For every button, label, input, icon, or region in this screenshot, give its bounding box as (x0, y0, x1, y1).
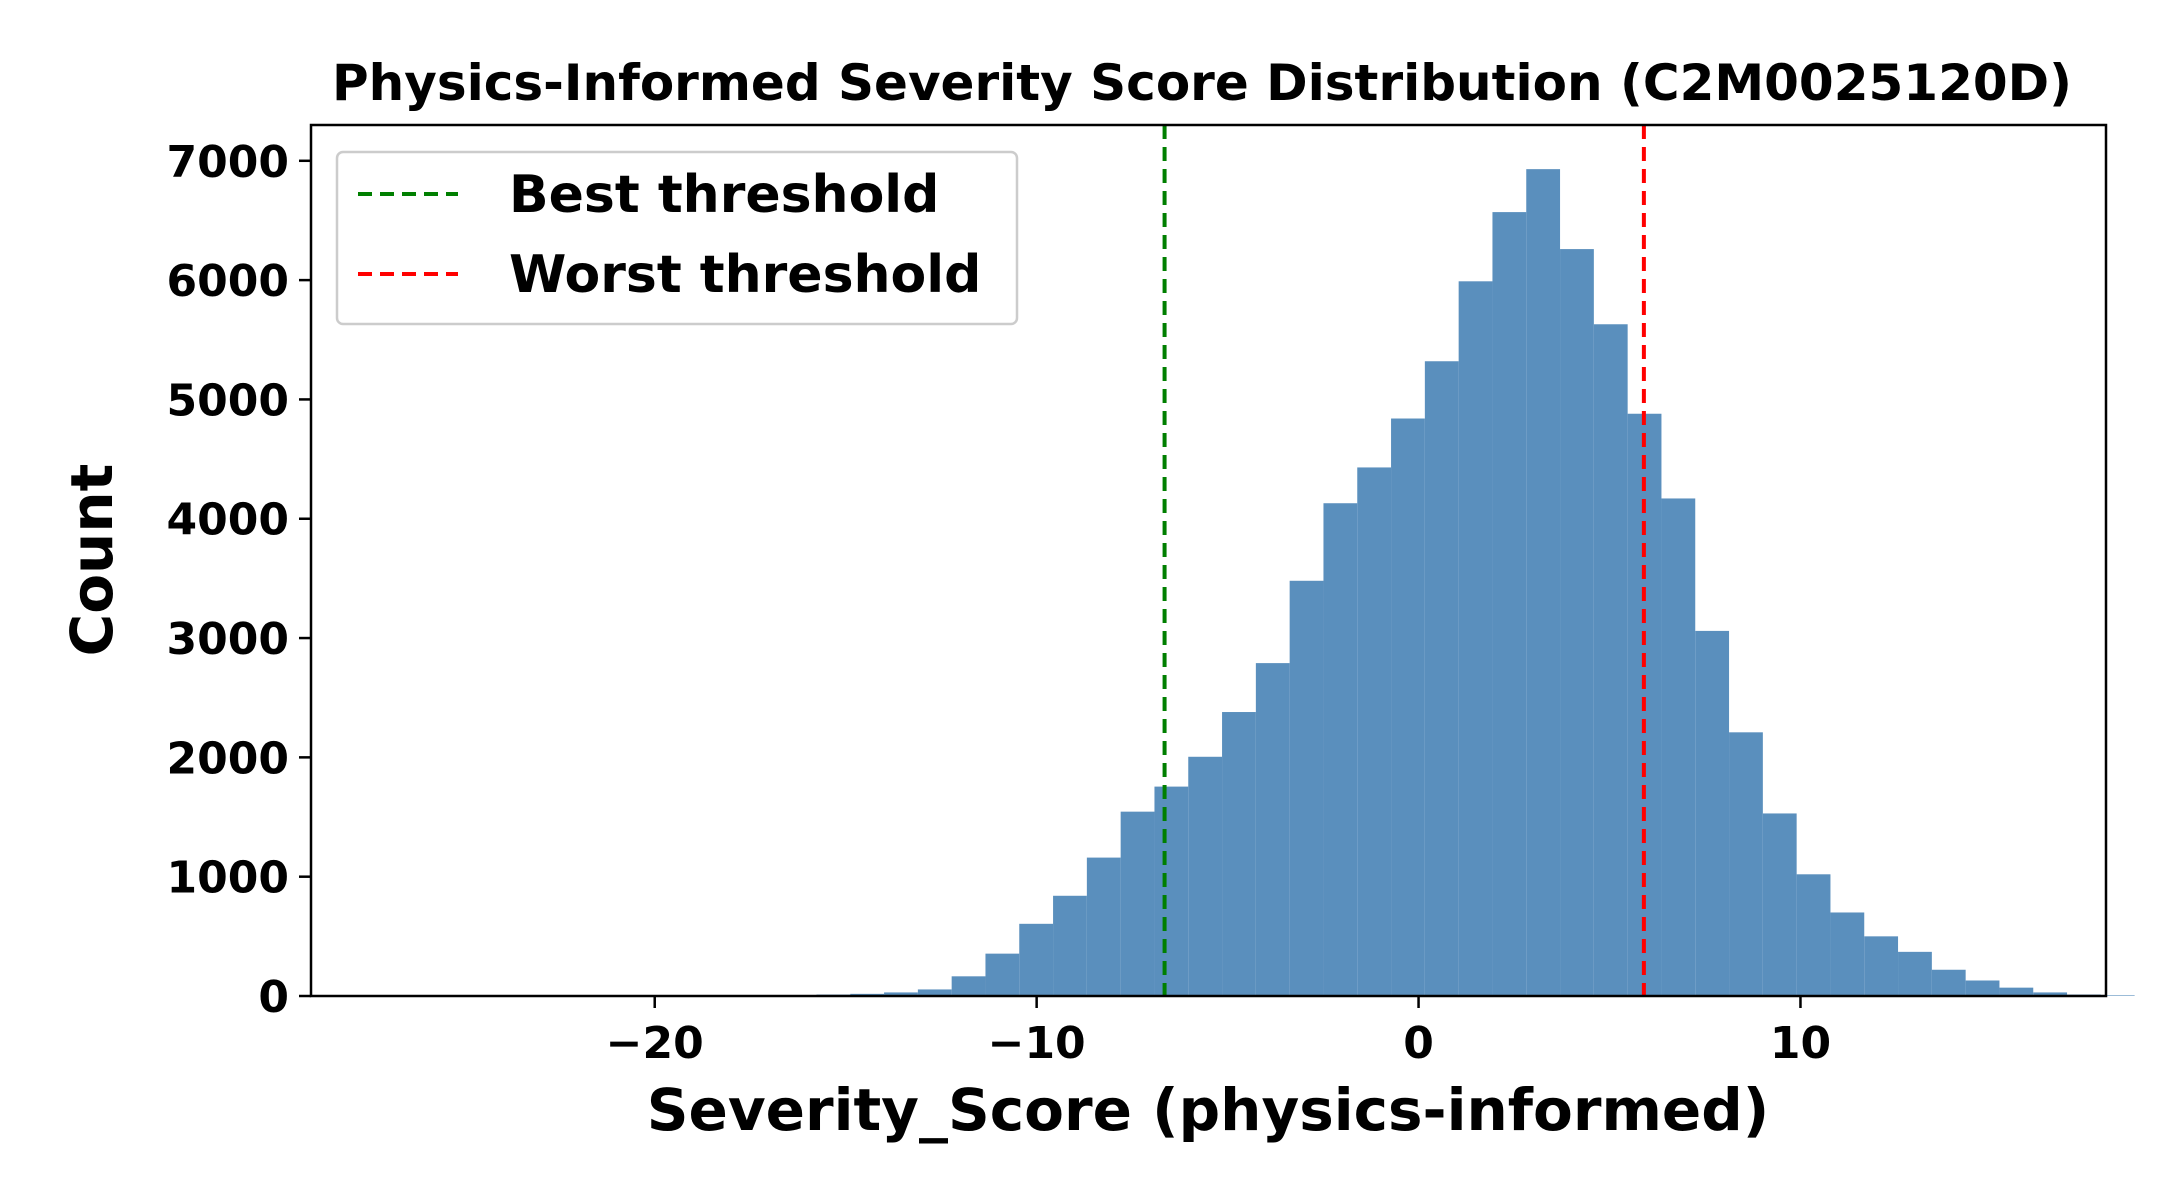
histogram-bar (1086, 857, 1121, 996)
histogram-bar (1864, 936, 1899, 996)
y-tick-label: 7000 (167, 137, 289, 188)
histogram-bar (1999, 987, 2034, 996)
histogram-bar (1526, 169, 1561, 996)
y-tick-label: 3000 (167, 614, 289, 665)
histogram-bar (1391, 418, 1425, 996)
x-axis-ticks: −20 −10 0 10 (606, 996, 1831, 1069)
histogram-bar (884, 992, 918, 996)
histogram-bar (1729, 732, 1763, 996)
histogram-bar (1289, 580, 1324, 996)
plot-frame (309, 123, 2108, 998)
histogram-bar (1323, 503, 1358, 996)
histogram-bar (917, 989, 952, 996)
histogram-bar (1830, 912, 1865, 996)
histogram-bar (1458, 281, 1493, 996)
histogram-bar (1931, 969, 1966, 996)
histogram-bar (2033, 992, 2068, 996)
histogram-bar (1593, 324, 1628, 996)
histogram-bars (444, 169, 2135, 997)
legend: Best threshold Worst threshold (335, 150, 1019, 326)
y-tick-label: 5000 (167, 375, 289, 426)
histogram-bar (1492, 212, 1527, 997)
histogram-bar (1019, 923, 1054, 996)
threshold-lines (1162, 125, 1646, 996)
histogram-bar (1661, 498, 1696, 996)
y-tick-label: 1000 (167, 853, 289, 904)
histogram-bar (1120, 811, 1155, 996)
y-tick-label: 6000 (167, 256, 289, 307)
histogram-bar (1898, 951, 1932, 996)
histogram-bar (985, 953, 1020, 996)
legend-best-label: Best threshold (509, 165, 939, 225)
x-tick-label: −10 (988, 1018, 1086, 1069)
histogram-bar (1222, 712, 1256, 996)
chart-title: Physics-Informed Severity Score Distribu… (332, 54, 2072, 112)
histogram-bar (1357, 467, 1392, 997)
y-axis-label: Count (58, 464, 126, 657)
x-tick-label: −20 (606, 1018, 704, 1069)
legend-box (335, 150, 1019, 326)
histogram-bar (1965, 980, 2000, 996)
legend-worst-label: Worst threshold (509, 245, 981, 305)
x-tick-label: 0 (1403, 1018, 1434, 1069)
histogram-bar (1560, 249, 1594, 997)
histogram-bar (1255, 663, 1290, 996)
x-tick-label: 10 (1770, 1018, 1831, 1069)
histogram-bar (2100, 995, 2135, 996)
histogram-bar (1695, 630, 1730, 996)
histogram-bar (1762, 813, 1797, 996)
histogram-bar (951, 976, 986, 996)
y-tick-label: 2000 (167, 733, 289, 784)
x-axis-label: Severity_Score (physics-informed) (647, 1076, 1770, 1144)
y-axis-ticks: 0 1000 2000 3000 4000 5000 6000 7000 (167, 137, 311, 1023)
histogram-bar (1053, 895, 1087, 996)
y-tick-label: 0 (258, 972, 289, 1023)
histogram-bar (1424, 361, 1459, 996)
histogram-bar (1796, 874, 1831, 996)
y-tick-label: 4000 (167, 495, 289, 546)
histogram-bar (1154, 786, 1189, 996)
histogram-bar (1188, 756, 1223, 996)
